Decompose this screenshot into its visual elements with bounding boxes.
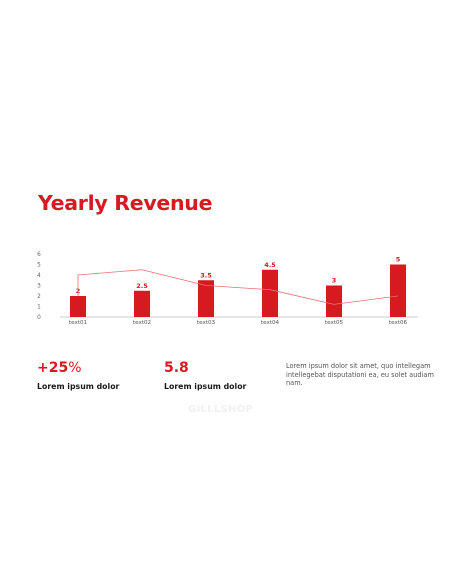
bar [390,264,406,317]
bar-data-label: 4.5 [264,261,276,269]
stat-score-value: 5.8 [164,360,189,376]
bar-data-label: 3.5 [200,271,212,279]
x-tick-label: text02 [133,320,151,326]
watermark: GILLLSHOP [188,404,254,415]
x-tick-label: text04 [261,320,280,326]
x-tick-label: text01 [69,320,88,326]
y-tick-label: 6 [37,252,41,258]
stat-growth-unit: % [68,360,82,376]
stat-score-label: Lorem ipsum dolor [164,382,247,391]
bar [198,280,214,317]
trend-line [77,269,399,305]
y-tick-label: 3 [37,284,41,290]
bar-chart: 01234562text012.5text023.5text034.5text0… [37,252,418,326]
y-tick-label: 5 [37,263,41,269]
y-tick-label: 1 [37,305,41,311]
stat-score: 5.8 Lorem ipsum dolor [164,360,246,391]
y-tick-label: 0 [37,315,41,321]
x-tick-label: text06 [389,320,408,326]
bar [262,269,278,317]
bar [326,285,342,317]
x-tick-label: text05 [325,320,344,326]
stat-growth: +25% Lorem ipsum dolor [37,360,119,391]
description-text: Lorem ipsum dolor sit amet, quo intelleg… [286,362,434,388]
bar [134,290,150,317]
bar-data-label: 3 [332,277,337,285]
stat-growth-label: Lorem ipsum dolor [37,382,120,391]
y-tick-label: 4 [37,273,41,279]
chart-title: Yearly Revenue [38,191,213,215]
x-tick-label: text03 [197,320,216,326]
y-tick-label: 2 [37,294,41,300]
stat-growth-value: +25 [37,360,69,376]
bar-data-label: 5 [396,256,401,264]
bar [70,296,86,317]
bar-data-label: 2.5 [136,282,148,290]
